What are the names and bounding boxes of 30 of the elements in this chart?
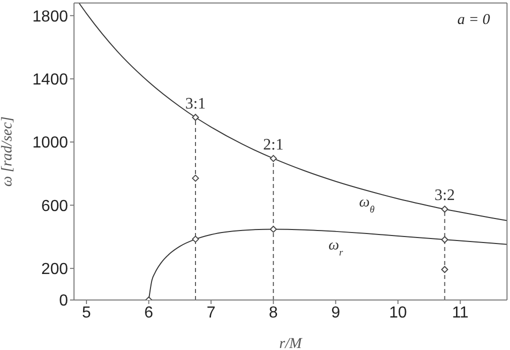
annotation: 3:2 xyxy=(434,187,455,204)
y-axis-title: ω [rad/sec] xyxy=(0,116,16,187)
y-tick-label: 200 xyxy=(41,261,68,278)
annotation: a = 0 xyxy=(457,12,490,29)
y-tick-label: 600 xyxy=(41,198,68,215)
x-tick-label: 6 xyxy=(144,304,154,322)
y-tick-label: 1000 xyxy=(32,134,68,152)
point xyxy=(192,236,199,243)
y-tick-label: 1400 xyxy=(32,72,68,89)
x-tick-label: 9 xyxy=(331,304,340,322)
point xyxy=(192,114,199,121)
point xyxy=(192,174,199,182)
x-tick-label: 8 xyxy=(268,304,278,322)
point xyxy=(441,266,448,274)
point xyxy=(270,226,277,233)
x-tick-label: 11 xyxy=(452,304,469,322)
x-tick-label: 5 xyxy=(82,304,92,322)
x-tick-label: 10 xyxy=(389,304,407,322)
point xyxy=(441,206,448,213)
annotation: 2:1 xyxy=(263,136,284,154)
point xyxy=(270,154,277,162)
annotation: 3:1 xyxy=(185,95,206,112)
y-tick-label: 0 xyxy=(59,292,68,310)
series-label: ω$_{r}$ xyxy=(328,237,344,258)
series-label: ω$_{θ}$ xyxy=(359,194,375,216)
y-tick-label: 1800 xyxy=(32,8,68,26)
point xyxy=(441,236,448,244)
line-series xyxy=(78,3,507,222)
x-axis-title: r/M xyxy=(279,336,304,350)
x-tick-label: 7 xyxy=(206,304,216,322)
